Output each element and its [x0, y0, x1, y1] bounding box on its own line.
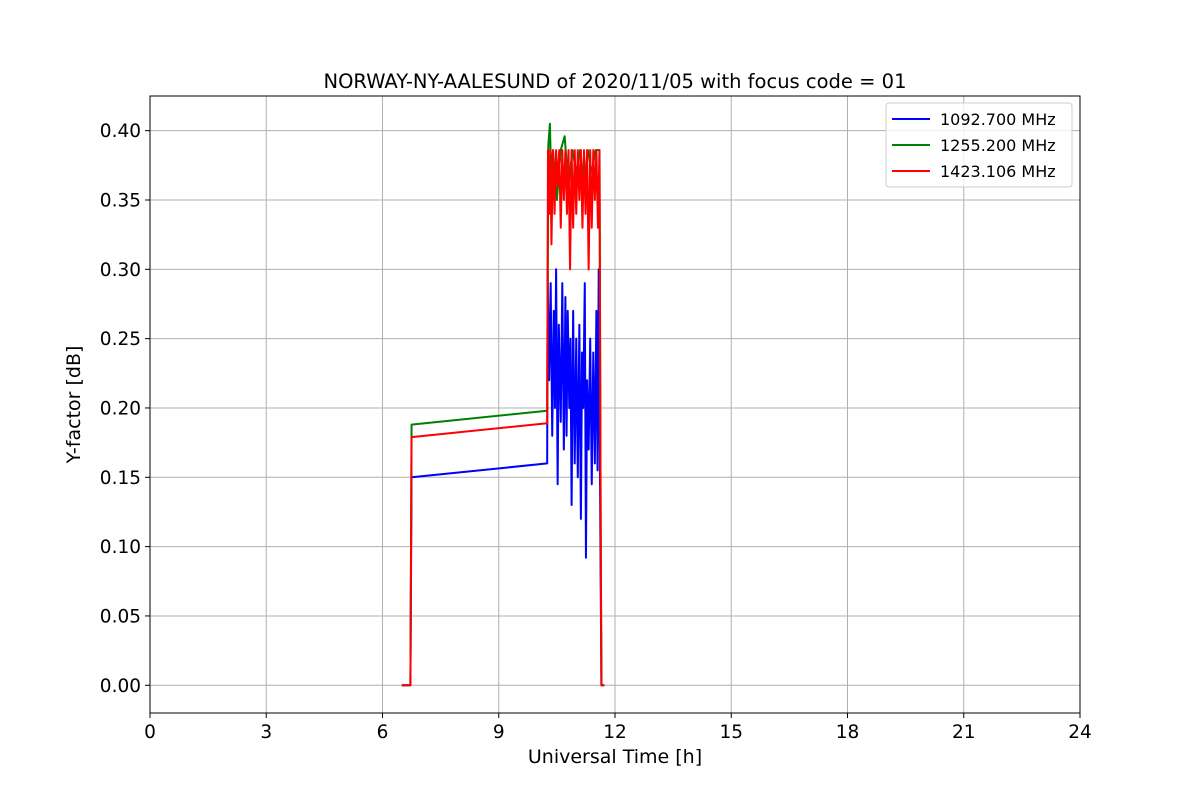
x-tick-label: 6	[377, 722, 389, 743]
x-tick-label: 0	[144, 722, 156, 743]
y-tick-label: 0.00	[100, 676, 141, 697]
x-tick-label: 12	[603, 722, 627, 743]
y-tick-label: 0.40	[100, 121, 141, 142]
y-tick-label: 0.05	[100, 606, 141, 627]
legend-label: 1423.106 MHz	[940, 162, 1056, 181]
x-tick-label: 3	[260, 722, 272, 743]
legend-label: 1092.700 MHz	[940, 110, 1056, 129]
x-tick-label: 15	[719, 722, 743, 743]
legend: 1092.700 MHz 1255.200 MHz 1423.106 MHz	[885, 102, 1073, 188]
series-layer	[401, 122, 605, 687]
x-tick-label: 9	[493, 722, 505, 743]
y-tick-label: 0.25	[100, 329, 141, 350]
series-line-1	[401, 268, 605, 687]
y-tick-label: 0.15	[100, 468, 141, 489]
y-tick-label: 0.35	[100, 190, 141, 211]
chart-title: NORWAY-NY-AALESUND of 2020/11/05 with fo…	[324, 70, 907, 93]
legend-label: 1255.200 MHz	[940, 136, 1056, 155]
y-tick-label: 0.10	[100, 537, 141, 558]
x-tick-label: 24	[1068, 722, 1092, 743]
x-tick-label: 18	[836, 722, 860, 743]
series-line-3	[401, 149, 605, 687]
x-axis-label: Universal Time [h]	[528, 746, 702, 768]
x-tick-label: 21	[952, 722, 976, 743]
tick-layer: 0 3 6 9 12 15 18 21 24 0.00 0.05 0.10 0.15 0.20 0.25 0.…	[100, 121, 1092, 743]
y-tick-label: 0.20	[100, 398, 141, 419]
y-tick-label: 0.30	[100, 260, 141, 281]
y-axis-label: Y-factor [dB]	[63, 346, 85, 465]
legend-box	[885, 102, 1073, 188]
